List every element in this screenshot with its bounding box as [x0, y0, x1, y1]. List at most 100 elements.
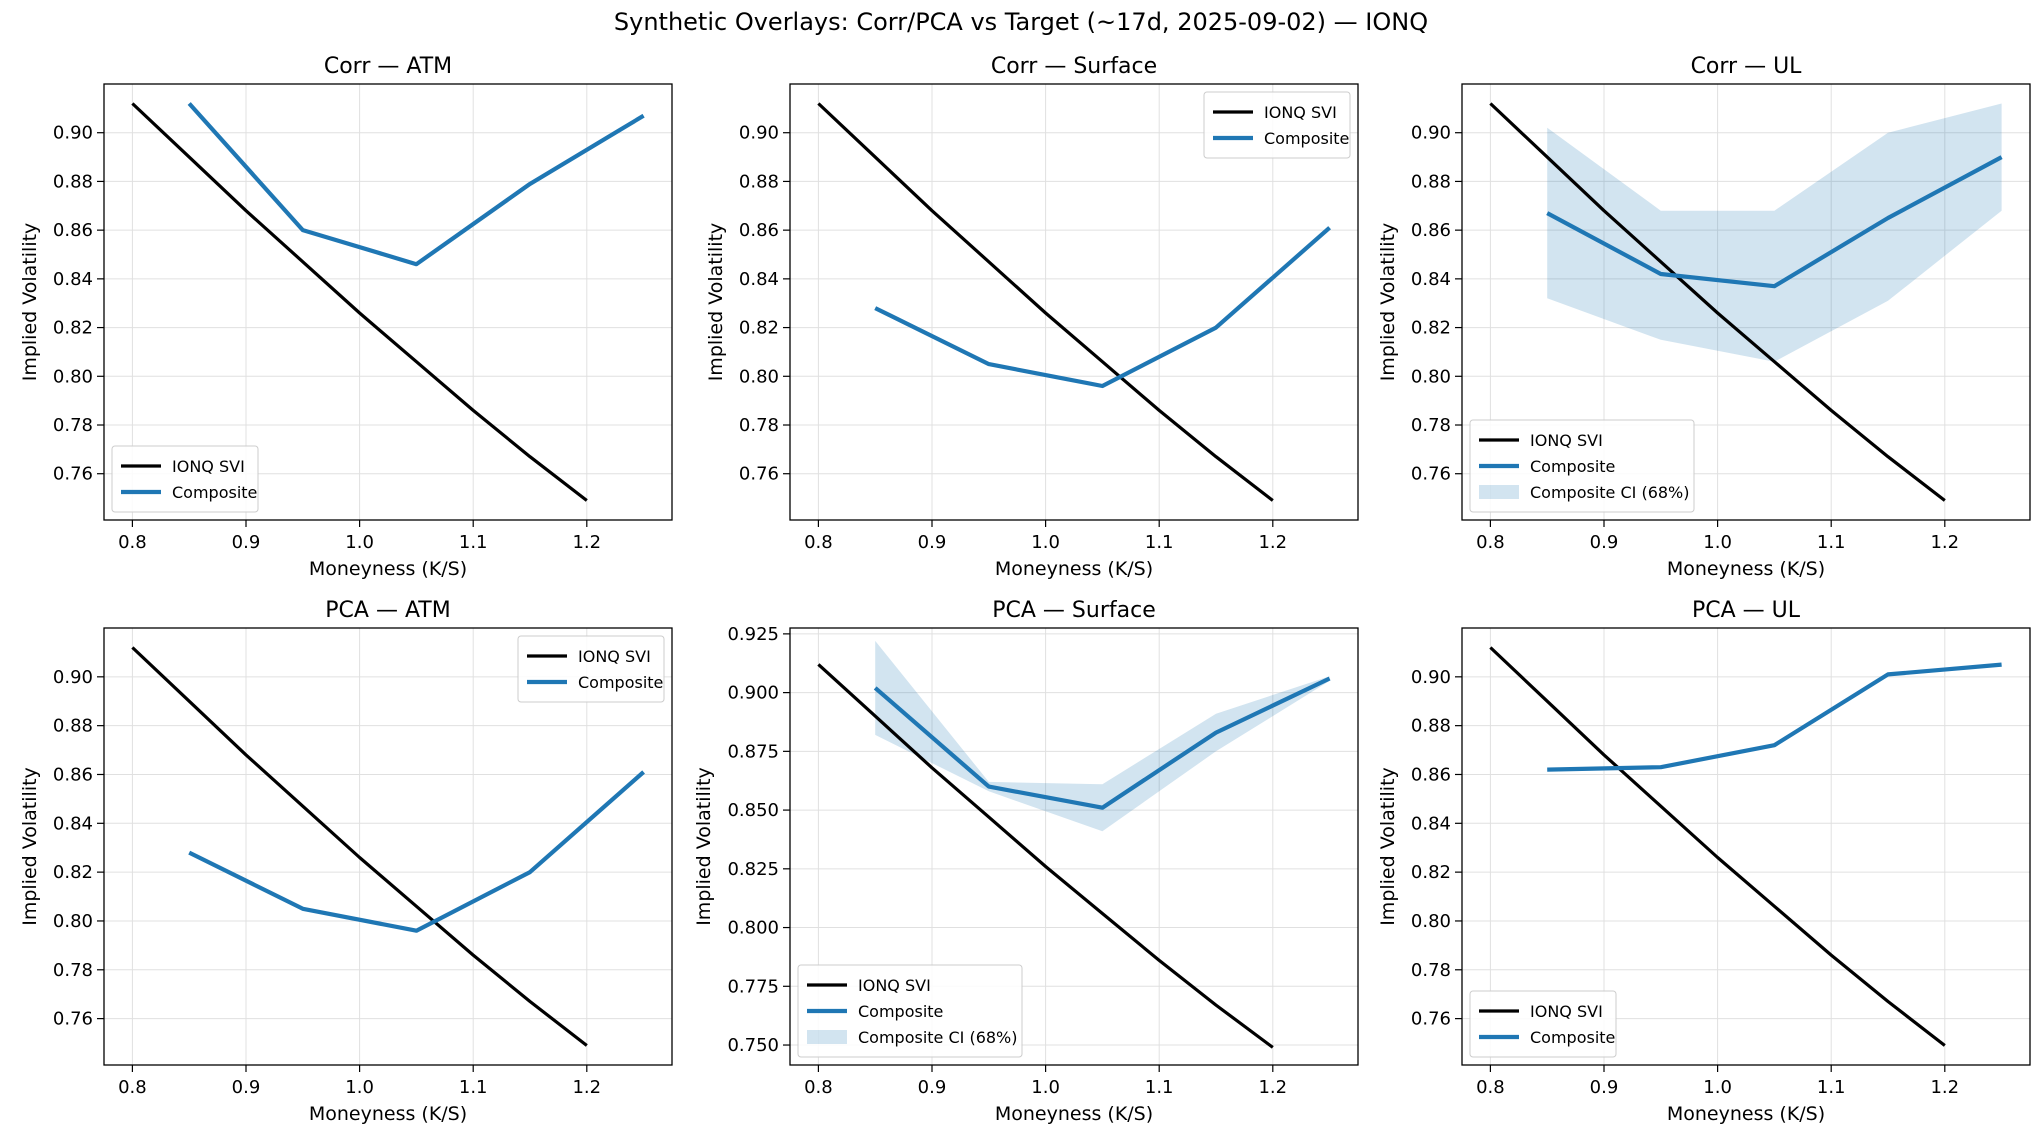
y-tick-label: 0.82 [1411, 318, 1451, 339]
y-tick-label: 0.78 [53, 415, 93, 436]
x-tick-label: 1.1 [1817, 1077, 1846, 1098]
y-tick-label: 0.80 [739, 366, 779, 387]
y-tick-label: 0.84 [53, 269, 93, 290]
y-tick-label: 0.86 [1411, 220, 1451, 241]
y-tick-label: 0.76 [1411, 464, 1451, 485]
legend-label: IONQ SVI [578, 647, 651, 666]
subplot-5: 0.8 0.9 1.0 1.1 1.2 0.750 0.775 0.800 0.825 0.850… [693, 598, 1359, 1125]
plot-area [817, 102, 1331, 502]
composite-series-line [873, 676, 1331, 810]
legend-label: IONQ SVI [1264, 103, 1337, 122]
legend: IONQ SVI Composite [111, 445, 259, 513]
y-tick-label: 0.90 [53, 667, 93, 688]
y-tick-label: 0.84 [739, 269, 779, 290]
x-axis-label: Moneyness (K/S) [309, 558, 467, 580]
plot-area [1489, 102, 2003, 502]
subplot-title: PCA — UL [1692, 598, 1801, 623]
x-tick-label: 0.8 [118, 532, 147, 553]
legend-swatch-band [1479, 485, 1519, 499]
target-series-line [1489, 646, 1946, 1047]
plot-area [1489, 646, 2002, 1047]
y-tick-label: 0.750 [727, 1035, 779, 1056]
legend-label: Composite [1530, 457, 1615, 476]
x-axis-label: Moneyness (K/S) [1667, 558, 1825, 580]
y-tick-label: 0.88 [1411, 171, 1451, 192]
y-tick-label: 0.88 [53, 716, 93, 737]
target-series-line [1489, 102, 1946, 502]
legend-box [517, 635, 665, 703]
x-tick-label: 0.9 [232, 1077, 261, 1098]
y-tick-label: 0.78 [1411, 415, 1451, 436]
composite-series-line [874, 226, 1331, 389]
y-tick-label: 0.86 [53, 764, 93, 785]
legend: IONQ SVI Composite [1203, 91, 1351, 159]
x-axis-label: Moneyness (K/S) [995, 558, 1153, 580]
y-tick-label: 0.82 [739, 318, 779, 339]
y-tick-label: 0.76 [1411, 1009, 1451, 1030]
x-tick-label: 1.1 [459, 532, 488, 553]
x-tick-label: 0.9 [1590, 532, 1619, 553]
legend-label: Composite CI (68%) [858, 1028, 1018, 1047]
y-tick-label: 0.80 [1411, 366, 1451, 387]
legend: IONQ SVI Composite [517, 635, 665, 703]
x-tick-label: 0.8 [1476, 1077, 1505, 1098]
subplot-3: 0.8 0.9 1.0 1.1 1.2 0.76 0.78 0.80 0.82 0.84 0.86 0… [1377, 54, 2031, 580]
subplot-2: 0.8 0.9 1.0 1.1 1.2 0.76 0.78 0.80 0.82 0.84 0.86 0… [705, 54, 1359, 580]
y-tick-label: 0.86 [1411, 764, 1451, 785]
x-axis-label: Moneyness (K/S) [1667, 1103, 1825, 1125]
x-tick-label: 1.0 [1031, 532, 1060, 553]
x-tick-label: 1.1 [1817, 532, 1846, 553]
subplot-title: Corr — ATM [324, 54, 452, 79]
x-tick-label: 1.1 [1145, 1077, 1174, 1098]
y-tick-label: 0.88 [1411, 716, 1451, 737]
x-tick-label: 0.8 [118, 1077, 147, 1098]
y-tick-label: 0.88 [53, 171, 93, 192]
confidence-band [1547, 103, 2002, 362]
x-tick-label: 1.2 [1930, 532, 1959, 553]
x-tick-label: 1.2 [572, 532, 601, 553]
y-tick-label: 0.78 [1411, 960, 1451, 981]
x-tick-label: 1.2 [1258, 532, 1287, 553]
y-tick-label: 0.80 [1411, 911, 1451, 932]
x-tick-label: 1.1 [1145, 532, 1174, 553]
x-tick-label: 0.9 [918, 532, 947, 553]
plot-area [131, 102, 645, 502]
legend-box [1203, 91, 1351, 159]
target-series-line [131, 102, 588, 502]
y-axis-label: Implied Volatility [693, 767, 715, 926]
composite-series-line [188, 770, 645, 933]
axes-frame [103, 627, 673, 1066]
y-axis-label: Implied Volatility [19, 223, 41, 382]
y-axis-label: Implied Volatility [1377, 223, 1399, 382]
composite-series-line [1546, 155, 2003, 289]
y-tick-label: 0.78 [739, 415, 779, 436]
grid-lines [1462, 84, 2030, 520]
composite-series-line [187, 102, 645, 267]
legend-box [1469, 419, 1695, 513]
legend-label: IONQ SVI [858, 976, 931, 995]
y-tick-label: 0.82 [53, 318, 93, 339]
y-tick-label: 0.82 [1411, 862, 1451, 883]
y-tick-label: 0.88 [739, 171, 779, 192]
legend-label: Composite [578, 673, 663, 692]
legend-swatch-band [807, 1030, 847, 1044]
axes-frame [103, 83, 673, 521]
target-series-line [131, 646, 588, 1047]
y-tick-label: 0.800 [727, 918, 779, 939]
y-tick-label: 0.84 [53, 813, 93, 834]
y-tick-label: 0.76 [53, 464, 93, 485]
y-tick-label: 0.84 [1411, 813, 1451, 834]
grid-lines [104, 84, 672, 520]
legend-label: Composite [1264, 129, 1349, 148]
x-tick-label: 0.8 [804, 532, 833, 553]
x-tick-label: 1.0 [345, 1077, 374, 1098]
y-tick-label: 0.84 [1411, 269, 1451, 290]
target-series-line [817, 102, 1274, 502]
plot-area [817, 640, 1331, 1049]
y-axis-label: Implied Volatility [19, 767, 41, 926]
legend-label: IONQ SVI [1530, 431, 1603, 450]
x-tick-label: 1.0 [1031, 1077, 1060, 1098]
subplot-1: 0.8 0.9 1.0 1.1 1.2 0.76 0.78 0.80 0.82 0.84 0.86 0… [19, 54, 673, 580]
legend: IONQ SVI Composite [1469, 990, 1617, 1058]
